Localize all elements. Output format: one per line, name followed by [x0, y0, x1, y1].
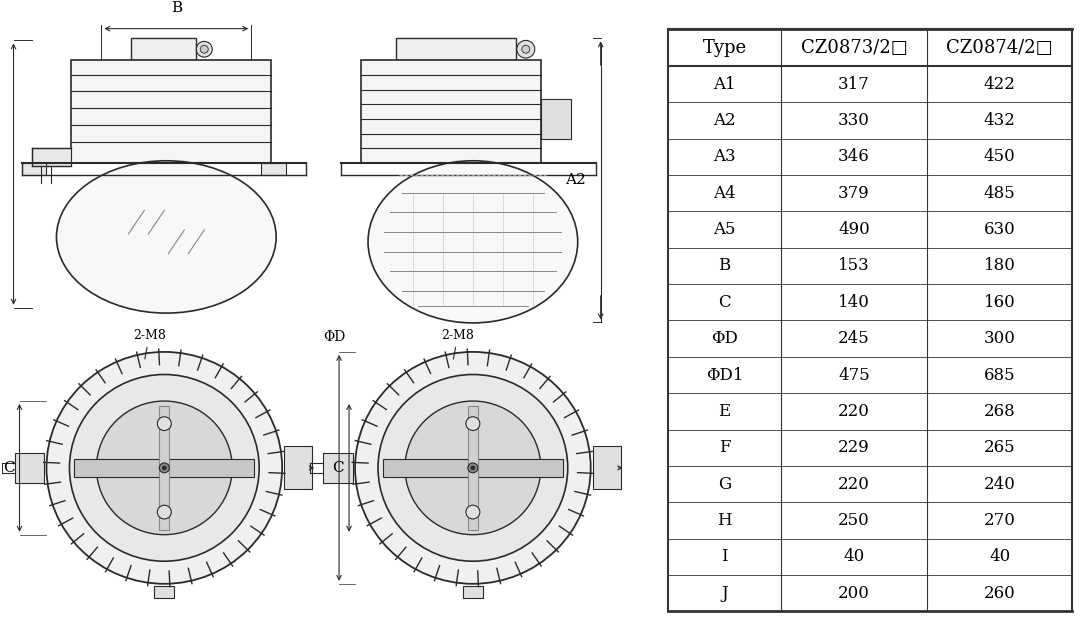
Circle shape	[471, 466, 475, 470]
Text: 245: 245	[838, 330, 869, 347]
Bar	[323, 453, 353, 483]
Text: 229: 229	[838, 439, 869, 456]
Text: 422: 422	[984, 76, 1015, 93]
Circle shape	[96, 401, 232, 535]
Text: 2-M8: 2-M8	[133, 329, 165, 359]
Bar	[160, 406, 170, 530]
Circle shape	[522, 45, 530, 53]
Text: 265: 265	[984, 439, 1015, 456]
Text: 685: 685	[984, 367, 1015, 384]
Circle shape	[69, 374, 259, 561]
Bar	[593, 446, 621, 490]
Text: B: B	[171, 1, 181, 15]
Text: 200: 200	[838, 585, 870, 602]
Text: J: J	[721, 585, 728, 602]
FancyBboxPatch shape	[71, 60, 271, 163]
FancyBboxPatch shape	[132, 38, 197, 60]
Bar	[31, 149, 71, 166]
Circle shape	[158, 505, 172, 519]
Bar	[468, 406, 477, 530]
Text: CZ0874/2□: CZ0874/2□	[946, 38, 1053, 57]
Bar	[541, 100, 570, 139]
Text: 240: 240	[984, 476, 1015, 493]
Bar	[22, 163, 46, 175]
FancyBboxPatch shape	[361, 60, 541, 163]
Bar	[463, 586, 483, 598]
Text: F: F	[719, 439, 730, 456]
Text: H: H	[717, 512, 732, 529]
Circle shape	[46, 352, 282, 584]
Bar	[154, 586, 174, 598]
Text: 490: 490	[838, 221, 869, 238]
Text: CZ0873/2□: CZ0873/2□	[800, 38, 907, 57]
Circle shape	[158, 417, 172, 430]
Bar	[14, 453, 44, 483]
Text: 260: 260	[984, 585, 1015, 602]
Circle shape	[468, 463, 477, 472]
Text: 270: 270	[984, 512, 1015, 529]
Text: 40: 40	[989, 548, 1010, 565]
Text: C: C	[3, 461, 14, 475]
Text: 346: 346	[838, 148, 869, 165]
Text: 317: 317	[838, 76, 870, 93]
Circle shape	[355, 352, 591, 584]
Circle shape	[465, 505, 480, 519]
Text: A2: A2	[713, 112, 735, 129]
Text: 330: 330	[838, 112, 870, 129]
Circle shape	[200, 45, 208, 53]
Text: 153: 153	[838, 258, 869, 275]
Text: ΦD: ΦD	[323, 330, 346, 344]
Circle shape	[517, 40, 535, 58]
Ellipse shape	[368, 161, 578, 323]
Text: 485: 485	[984, 185, 1015, 202]
Text: E: E	[718, 403, 731, 420]
Text: A2: A2	[565, 173, 585, 188]
Text: G: G	[718, 476, 731, 493]
Text: Type: Type	[703, 38, 746, 57]
Text: 2-M8: 2-M8	[442, 329, 474, 359]
Text: C: C	[333, 461, 345, 475]
Text: 160: 160	[984, 294, 1015, 311]
Text: A3: A3	[713, 148, 735, 165]
Text: 220: 220	[838, 476, 870, 493]
Text: B: B	[718, 258, 731, 275]
Circle shape	[465, 417, 480, 430]
Circle shape	[160, 463, 170, 472]
Text: 220: 220	[838, 403, 870, 420]
Circle shape	[405, 401, 541, 535]
Text: ΦD: ΦD	[712, 330, 738, 347]
Circle shape	[162, 466, 166, 470]
Circle shape	[378, 374, 568, 561]
Text: 180: 180	[984, 258, 1015, 275]
Text: A4: A4	[713, 185, 735, 202]
Text: 300: 300	[984, 330, 1015, 347]
Text: ΦD1: ΦD1	[706, 367, 743, 384]
Text: 40: 40	[843, 548, 865, 565]
Bar	[284, 446, 312, 490]
FancyBboxPatch shape	[396, 38, 516, 60]
Text: 630: 630	[984, 221, 1015, 238]
Bar	[75, 459, 254, 477]
Text: A1: A1	[713, 76, 735, 93]
Text: A5: A5	[714, 221, 735, 238]
Text: 432: 432	[984, 112, 1015, 129]
Text: 140: 140	[838, 294, 870, 311]
Circle shape	[197, 42, 213, 57]
Bar	[261, 163, 286, 175]
Text: 379: 379	[838, 185, 869, 202]
Text: I: I	[721, 548, 728, 565]
Ellipse shape	[56, 161, 276, 313]
Bar	[383, 459, 563, 477]
Text: 475: 475	[838, 367, 869, 384]
Text: 250: 250	[838, 512, 869, 529]
Text: 450: 450	[984, 148, 1015, 165]
Text: C: C	[718, 294, 731, 311]
Text: 268: 268	[984, 403, 1015, 420]
